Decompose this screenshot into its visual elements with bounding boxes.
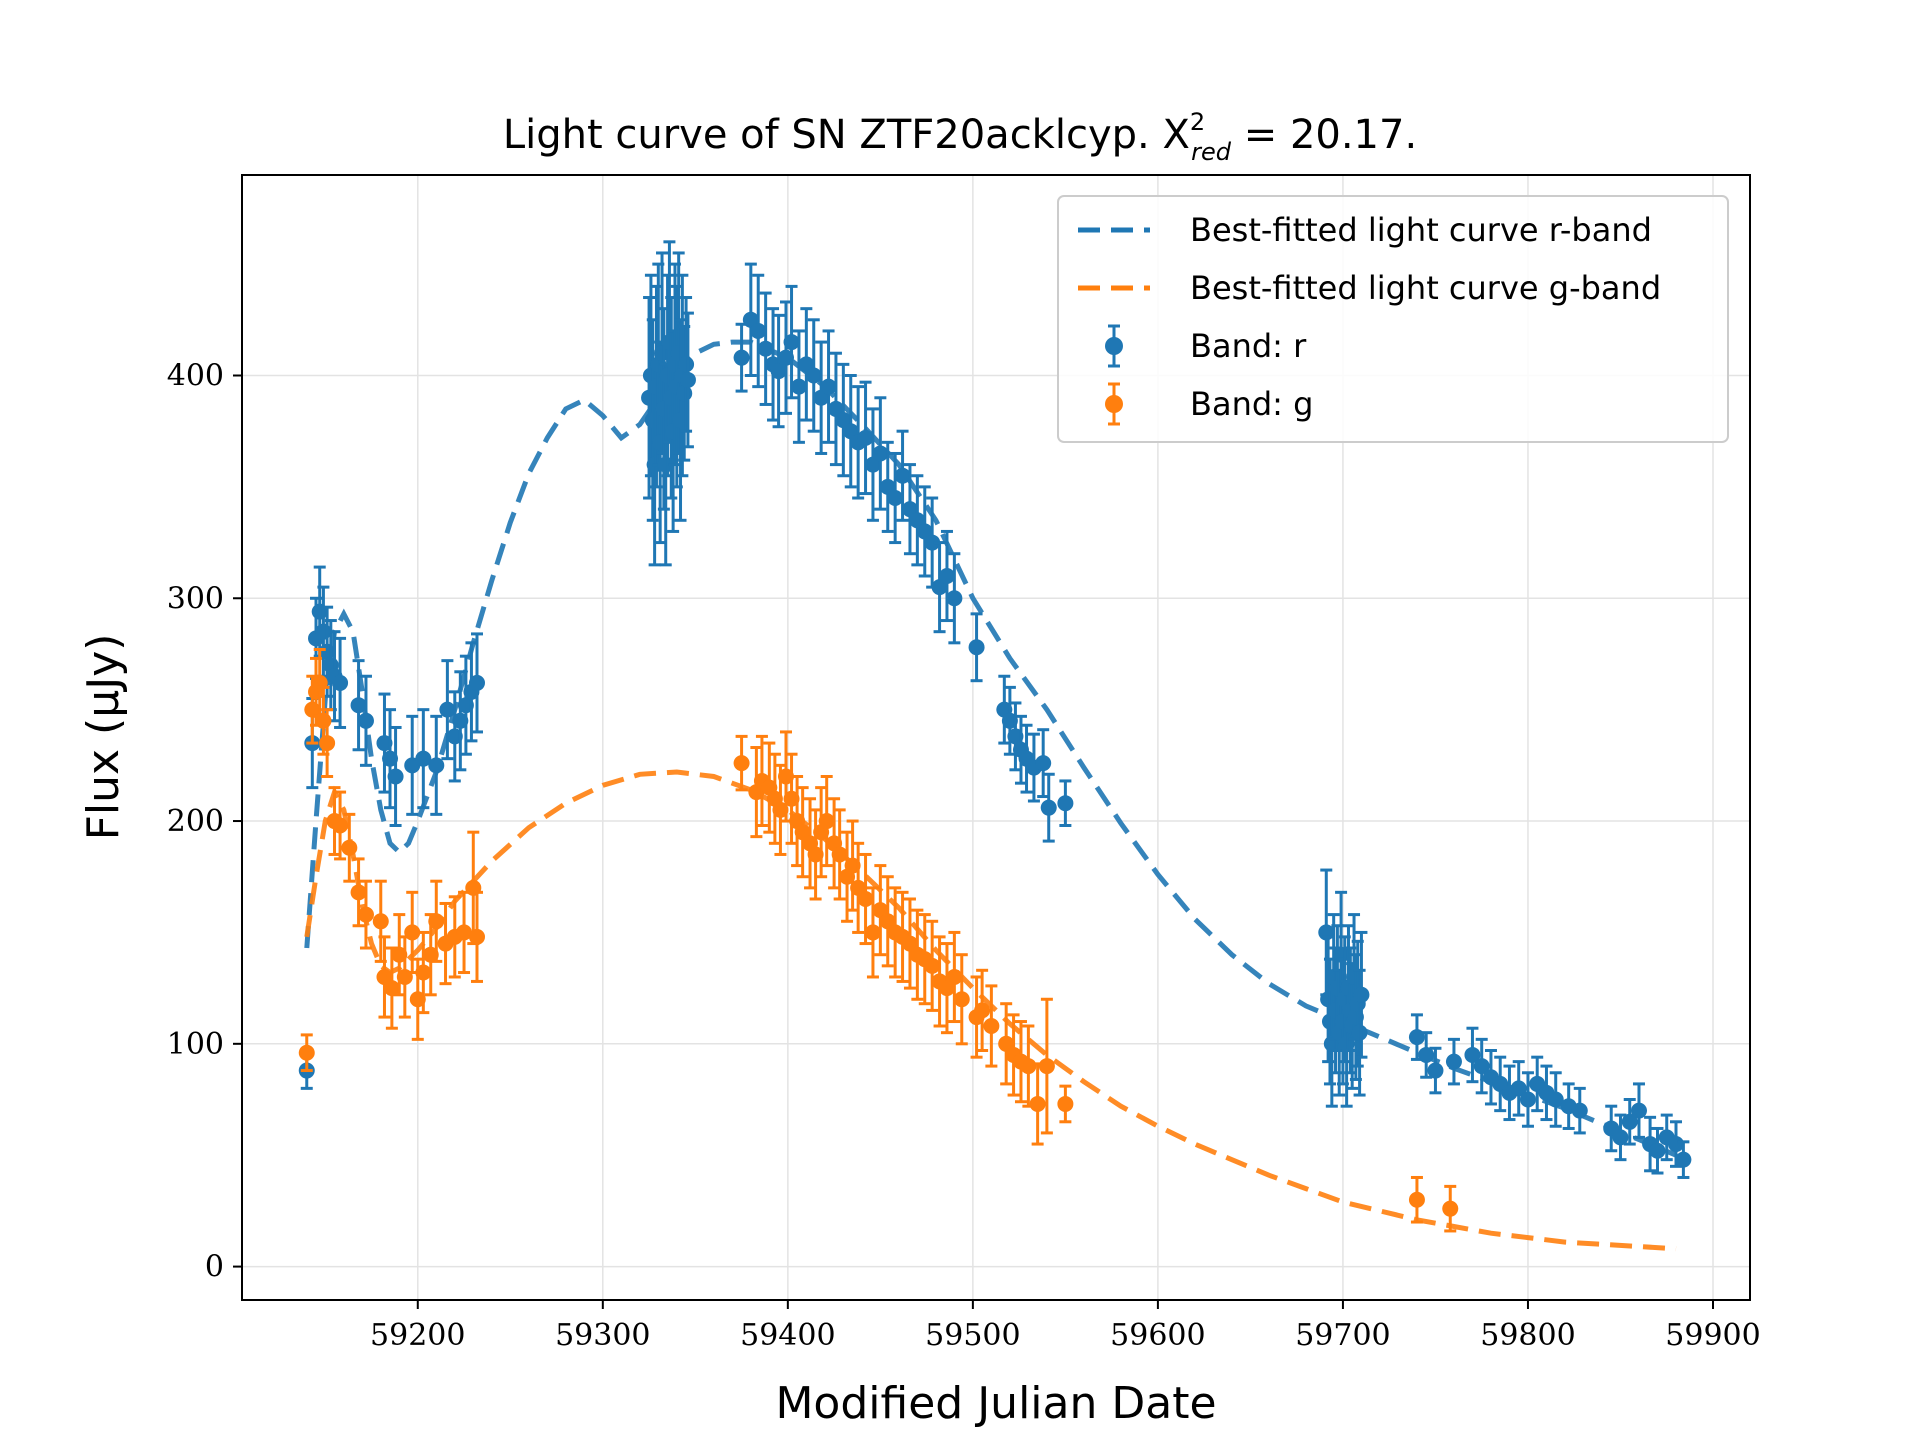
data-point xyxy=(865,924,881,940)
data-point xyxy=(388,768,404,784)
data-point xyxy=(821,379,837,395)
x-tick-label: 59900 xyxy=(1665,1318,1760,1353)
y-tick-label: 100 xyxy=(167,1027,224,1062)
data-point xyxy=(319,735,335,751)
data-point xyxy=(954,991,970,1007)
data-point xyxy=(1427,1063,1443,1079)
data-point xyxy=(1057,795,1073,811)
y-tick-label: 300 xyxy=(167,581,224,616)
data-point xyxy=(299,1045,315,1061)
x-tick-label: 59600 xyxy=(1110,1318,1205,1353)
y-axis-ticks: 0 100 200 300 400 xyxy=(167,358,242,1284)
data-point xyxy=(439,702,455,718)
y-tick-label: 200 xyxy=(167,804,224,839)
data-point xyxy=(1030,1096,1046,1112)
model-curves xyxy=(307,342,1676,1249)
data-point xyxy=(1352,1025,1368,1041)
x-tick-label: 59500 xyxy=(925,1318,1020,1353)
data-point xyxy=(1520,1092,1536,1108)
y-tick-label: 0 xyxy=(205,1250,224,1285)
data-point xyxy=(428,913,444,929)
data-point xyxy=(784,334,800,350)
legend-label: Best-fitted light curve r-band xyxy=(1190,211,1652,249)
legend-label: Band: g xyxy=(1190,385,1313,423)
data-point xyxy=(341,840,357,856)
data-point xyxy=(1649,1143,1665,1159)
data-point xyxy=(1057,1096,1073,1112)
data-point xyxy=(758,341,774,357)
data-point xyxy=(680,372,696,388)
legend: Best-fitted light curve r-band Best-fitte… xyxy=(1058,196,1728,442)
data-point xyxy=(750,323,766,339)
data-point xyxy=(1039,1058,1055,1074)
data-point xyxy=(678,356,694,372)
legend-marker-swatch xyxy=(1105,337,1123,355)
data-point xyxy=(1409,1192,1425,1208)
legend-marker-swatch xyxy=(1105,395,1123,413)
data-point xyxy=(791,379,807,395)
data-point xyxy=(946,969,962,985)
data-point xyxy=(358,907,374,923)
data-point xyxy=(332,817,348,833)
data-point xyxy=(895,468,911,484)
data-point xyxy=(1446,1054,1462,1070)
data-point xyxy=(819,813,835,829)
data-point xyxy=(1442,1201,1458,1217)
data-point xyxy=(315,713,331,729)
data-point xyxy=(1035,755,1051,771)
data-point xyxy=(358,713,374,729)
data-point xyxy=(858,430,874,446)
data-point xyxy=(887,490,903,506)
data-point xyxy=(1572,1103,1588,1119)
data-point xyxy=(1020,1058,1036,1074)
data-point xyxy=(332,675,348,691)
data-point xyxy=(946,590,962,606)
data-point xyxy=(806,367,822,383)
data-point xyxy=(734,755,750,771)
data-point xyxy=(734,350,750,366)
x-tick-label: 59800 xyxy=(1480,1318,1575,1353)
data-point xyxy=(415,965,431,981)
y-tick-label: 400 xyxy=(167,358,224,393)
data-point xyxy=(969,639,985,655)
x-tick-label: 59400 xyxy=(740,1318,835,1353)
chart-title: Light curve of SN ZTF20acklcyp. X2 red = … xyxy=(503,108,1417,166)
x-tick-label: 59700 xyxy=(1295,1318,1390,1353)
data-point xyxy=(1675,1152,1691,1168)
data-point xyxy=(469,675,485,691)
data-point xyxy=(373,913,389,929)
data-point xyxy=(924,958,940,974)
x-axis-label: Modified Julian Date xyxy=(775,1378,1216,1429)
data-point xyxy=(939,568,955,584)
data-point xyxy=(1041,800,1057,816)
data-point xyxy=(872,445,888,461)
x-tick-label: 59200 xyxy=(370,1318,465,1353)
x-axis-ticks: 59200 59300 59400 59500 59600 59700 59800 59900 xyxy=(370,1300,1761,1353)
data-point xyxy=(1668,1136,1684,1152)
data-point xyxy=(983,1018,999,1034)
x-tick-label: 59300 xyxy=(555,1318,650,1353)
legend-label: Best-fitted light curve g-band xyxy=(1190,269,1661,307)
legend-label: Band: r xyxy=(1190,327,1307,365)
data-point xyxy=(974,1002,990,1018)
data-point xyxy=(351,697,367,713)
data-point xyxy=(351,884,367,900)
data-point xyxy=(858,891,874,907)
data-point xyxy=(469,929,485,945)
data-point xyxy=(832,846,848,862)
y-axis-label: Flux (μJy) xyxy=(78,634,129,841)
data-point xyxy=(1353,987,1369,1003)
